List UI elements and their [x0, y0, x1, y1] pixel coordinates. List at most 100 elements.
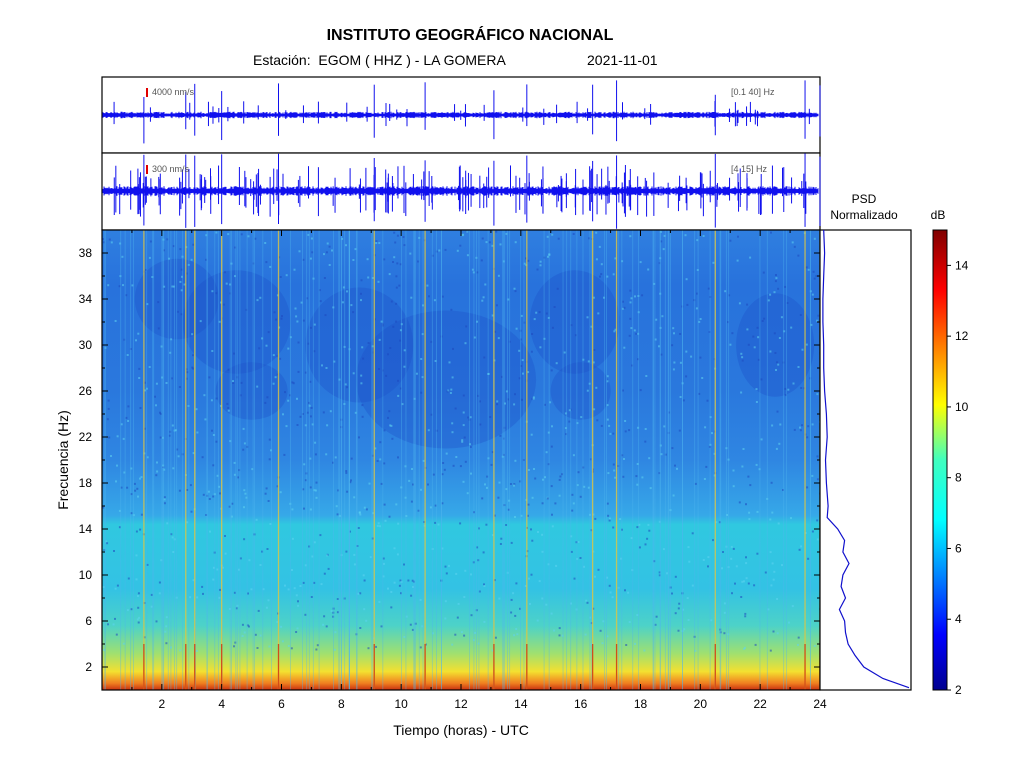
spectrogram-speckle	[586, 316, 589, 319]
spectrogram-speckle	[755, 401, 758, 403]
spectrogram-speckle	[209, 530, 211, 533]
spectrogram-speckle	[383, 462, 386, 465]
spectrogram-speckle	[219, 492, 221, 495]
spectrogram-speckle	[712, 261, 715, 264]
spectrogram-speckle	[343, 597, 346, 600]
spectrogram-speckle	[776, 361, 779, 364]
spectrogram-speckle	[323, 615, 326, 618]
spectrogram-speckle	[816, 519, 819, 522]
colorbar-tick-label: 8	[955, 471, 962, 485]
spectrogram-speckle	[730, 557, 733, 560]
spectrogram-speckle	[199, 320, 202, 323]
spectrogram-speckle	[699, 356, 702, 359]
spectrogram-speckle	[496, 403, 499, 406]
spectrogram-speckle	[590, 529, 593, 532]
spectrogram-speckle	[155, 474, 158, 477]
spectrogram-speckle	[325, 367, 328, 369]
spectrogram-speckle	[130, 608, 133, 611]
spectrogram-speckle	[702, 235, 705, 237]
spectrogram-speckle	[797, 643, 799, 646]
spectrogram-speckle	[171, 536, 174, 539]
spectrogram-speckle	[529, 602, 531, 605]
trace-scale-label: 300 nm/s	[152, 164, 190, 174]
spectrogram-speckle	[797, 254, 800, 257]
spectrogram-speckle	[455, 572, 458, 575]
spectrogram-speckle	[350, 457, 353, 460]
spectrogram-speckle	[353, 553, 356, 556]
spectrogram-speckle	[645, 375, 648, 377]
spectrogram-speckle	[205, 258, 208, 261]
spectrogram-speckle	[298, 250, 301, 253]
spectrogram-speckle	[210, 399, 213, 402]
spectrogram-speckle	[570, 535, 573, 538]
spectrogram-speckle	[187, 405, 190, 407]
spectrogram-speckle	[304, 564, 307, 567]
spectrogram-speckle	[385, 374, 388, 377]
spectrogram-speckle	[427, 429, 430, 432]
spectrogram-speckle	[799, 314, 802, 316]
spectrogram-speckle	[631, 569, 634, 572]
spectrogram-speckle	[786, 302, 789, 304]
spectrogram-speckle	[268, 645, 271, 648]
spectrogram-speckle	[359, 627, 362, 629]
spectrogram-speckle	[256, 647, 259, 649]
spectrogram-speckle	[281, 315, 283, 318]
spectrogram-speckle	[531, 496, 534, 499]
spectrogram-speckle	[532, 396, 535, 399]
spectrogram-speckle	[168, 257, 170, 260]
spectrogram-speckle	[461, 439, 464, 442]
spectrogram-speckle	[366, 258, 369, 261]
spectrogram-speckle	[172, 551, 175, 553]
spectrogram-speckle	[641, 476, 644, 479]
spectrogram-speckle	[630, 297, 633, 300]
spectrogram-speckle	[530, 433, 533, 436]
spectrogram-speckle	[805, 266, 808, 269]
x-tick-label: 22	[753, 697, 767, 711]
spectrogram-speckle	[799, 429, 802, 432]
spectrogram-speckle	[196, 431, 199, 434]
spectrogram-speckle	[742, 448, 745, 450]
spectrogram-speckle	[287, 347, 290, 350]
spectrogram-speckle	[326, 424, 329, 427]
spectrogram-speckle	[815, 275, 818, 278]
spectrogram-speckle	[311, 555, 314, 558]
spectrogram-speckle	[693, 299, 696, 302]
spectrogram-speckle	[397, 394, 400, 397]
spectrogram-speckle	[280, 625, 283, 628]
spectrogram-speckle	[126, 609, 129, 612]
spectrogram-speckle	[172, 467, 175, 470]
spectrogram-speckle	[360, 382, 363, 385]
spectrogram-speckle	[411, 628, 414, 631]
spectrogram-speckle	[617, 586, 620, 589]
spectrogram-speckle	[284, 584, 286, 587]
spectrogram-speckle	[672, 327, 675, 330]
spectrogram-speckle	[448, 361, 451, 364]
spectrogram-speckle	[441, 547, 444, 550]
spectrogram-speckle	[310, 596, 313, 598]
spectrogram-speckle	[309, 380, 312, 383]
spectrogram-speckle	[678, 602, 681, 605]
spectrogram-speckle	[748, 511, 751, 514]
spectrogram-speckle	[346, 386, 349, 389]
spectrogram-speckle	[137, 495, 139, 498]
spectrogram-speckle	[736, 259, 739, 262]
spectrogram-speckle	[243, 506, 245, 509]
spectrogram-speckle	[769, 350, 772, 353]
spectrogram-speckle	[712, 539, 714, 542]
spectrogram-speckle	[162, 238, 165, 241]
spectrogram-speckle	[113, 550, 115, 552]
spectrogram-speckle	[106, 542, 109, 545]
spectrogram-speckle	[478, 590, 481, 593]
spectrogram-speckle	[336, 598, 339, 600]
spectrogram-speckle	[259, 634, 262, 637]
spectrogram-speckle	[340, 418, 343, 421]
spectrogram-speckle	[586, 389, 589, 392]
spectrogram-speckle	[629, 301, 632, 304]
spectrogram-speckle	[493, 514, 496, 517]
spectrogram-speckle	[784, 387, 787, 390]
spectrogram-speckle	[816, 455, 819, 458]
spectrogram-speckle	[679, 396, 682, 398]
spectrogram-speckle	[722, 551, 724, 553]
spectrogram-speckle	[362, 574, 365, 577]
spectrogram-speckle	[248, 625, 250, 628]
